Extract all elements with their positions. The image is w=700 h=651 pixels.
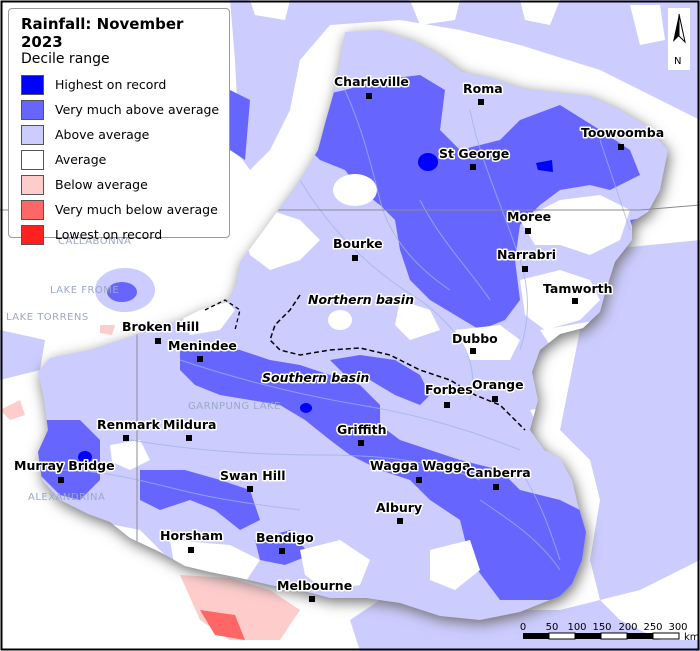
scale-bar: 0 50 100 150 200 250 300 km bbox=[520, 622, 700, 643]
garnpung-lake-label: GARNPUNG LAKE bbox=[188, 401, 281, 412]
southern-basin-label: Southern basin bbox=[262, 370, 369, 385]
scale-tick-100: 100 bbox=[567, 622, 586, 633]
town-horsham: Horsham bbox=[160, 528, 223, 543]
town-tamworth: Tamworth bbox=[543, 281, 613, 296]
legend-item: Highest on record bbox=[21, 72, 229, 97]
scale-tick-150: 150 bbox=[592, 622, 611, 633]
legend-label: Below average bbox=[55, 177, 148, 192]
town-griffith: Griffith bbox=[337, 422, 387, 437]
background-labels: CALLABONNA LAKE FROME LAKE TORRENS GARNP… bbox=[6, 236, 281, 503]
legend-swatch bbox=[21, 124, 44, 145]
town-orange: Orange bbox=[472, 377, 524, 392]
town-canberra: Canberra bbox=[466, 465, 531, 480]
legend-label: Very much above average bbox=[55, 102, 220, 117]
town-bendigo: Bendigo bbox=[256, 530, 314, 545]
legend-item: Above average bbox=[21, 122, 229, 147]
basin-divider-west bbox=[204, 299, 241, 331]
legend-label: Highest on record bbox=[55, 77, 167, 92]
scale-tick-300: 300 bbox=[668, 622, 687, 633]
town-murray-bridge: Murray Bridge bbox=[14, 458, 115, 473]
north-label: N bbox=[674, 56, 681, 67]
town-bourke: Bourke bbox=[333, 236, 383, 251]
scale-tick-0: 0 bbox=[520, 622, 526, 633]
legend-label: Average bbox=[55, 152, 107, 167]
town-dubbo: Dubbo bbox=[452, 331, 498, 346]
northern-basin-label: Northern basin bbox=[308, 292, 414, 307]
legend-swatch bbox=[21, 74, 44, 95]
legend-subtitle: Decile range bbox=[21, 51, 110, 67]
legend-swatch bbox=[21, 199, 44, 220]
town-melbourne: Melbourne bbox=[277, 578, 352, 593]
lake-torrens-label: LAKE TORRENS bbox=[6, 312, 89, 323]
legend-swatch bbox=[21, 149, 44, 170]
town-charleville: Charleville bbox=[334, 74, 409, 89]
town-narrabri: Narrabri bbox=[497, 247, 556, 262]
legend-item: Average bbox=[21, 147, 229, 172]
north-arrow: N bbox=[668, 8, 690, 70]
legend-label: Above average bbox=[55, 127, 150, 142]
town-moree: Moree bbox=[507, 209, 551, 224]
town-mildura: Mildura bbox=[163, 417, 216, 432]
scale-tick-200: 200 bbox=[618, 622, 637, 633]
callabonna-label: CALLABONNA bbox=[58, 236, 131, 247]
town-roma: Roma bbox=[463, 81, 503, 96]
legend-swatch bbox=[21, 174, 44, 195]
town-swan-hill: Swan Hill bbox=[220, 468, 286, 483]
town-broken-hill: Broken Hill bbox=[122, 319, 199, 334]
legend-item: Below average bbox=[21, 172, 229, 197]
legend-item: Very much below average bbox=[21, 197, 229, 222]
town-toowoomba: Toowoomba bbox=[581, 125, 664, 140]
legend-label: Very much below average bbox=[55, 202, 218, 217]
scale-unit: km bbox=[684, 632, 700, 643]
legend-label: Lowest on record bbox=[55, 227, 163, 242]
basin-divider bbox=[269, 294, 526, 431]
scale-tick-250: 250 bbox=[643, 622, 662, 633]
town-albury: Albury bbox=[376, 500, 422, 515]
town-st-george: St George bbox=[439, 146, 509, 161]
lake-frome-label: LAKE FROME bbox=[50, 285, 119, 296]
legend-items: Highest on record Very much above averag… bbox=[21, 72, 229, 247]
town-wagga-wagga: Wagga Wagga bbox=[370, 458, 471, 473]
legend: Rainfall: November 2023 Decile range Hig… bbox=[8, 8, 230, 245]
legend-swatch bbox=[21, 224, 44, 245]
legend-title: Rainfall: November 2023 bbox=[21, 15, 184, 51]
scale-tick-50: 50 bbox=[546, 622, 559, 633]
town-renmark: Renmark bbox=[97, 417, 161, 432]
legend-item: Lowest on record bbox=[21, 222, 229, 247]
town-menindee: Menindee bbox=[168, 338, 237, 353]
towns: Charleville Roma Toowoomba St George Mor… bbox=[13, 73, 666, 602]
legend-swatch bbox=[21, 99, 44, 120]
town-forbes: Forbes bbox=[425, 382, 473, 397]
legend-item: Very much above average bbox=[21, 97, 229, 122]
alexandrina-label: ALEXANDRINA bbox=[28, 492, 105, 503]
